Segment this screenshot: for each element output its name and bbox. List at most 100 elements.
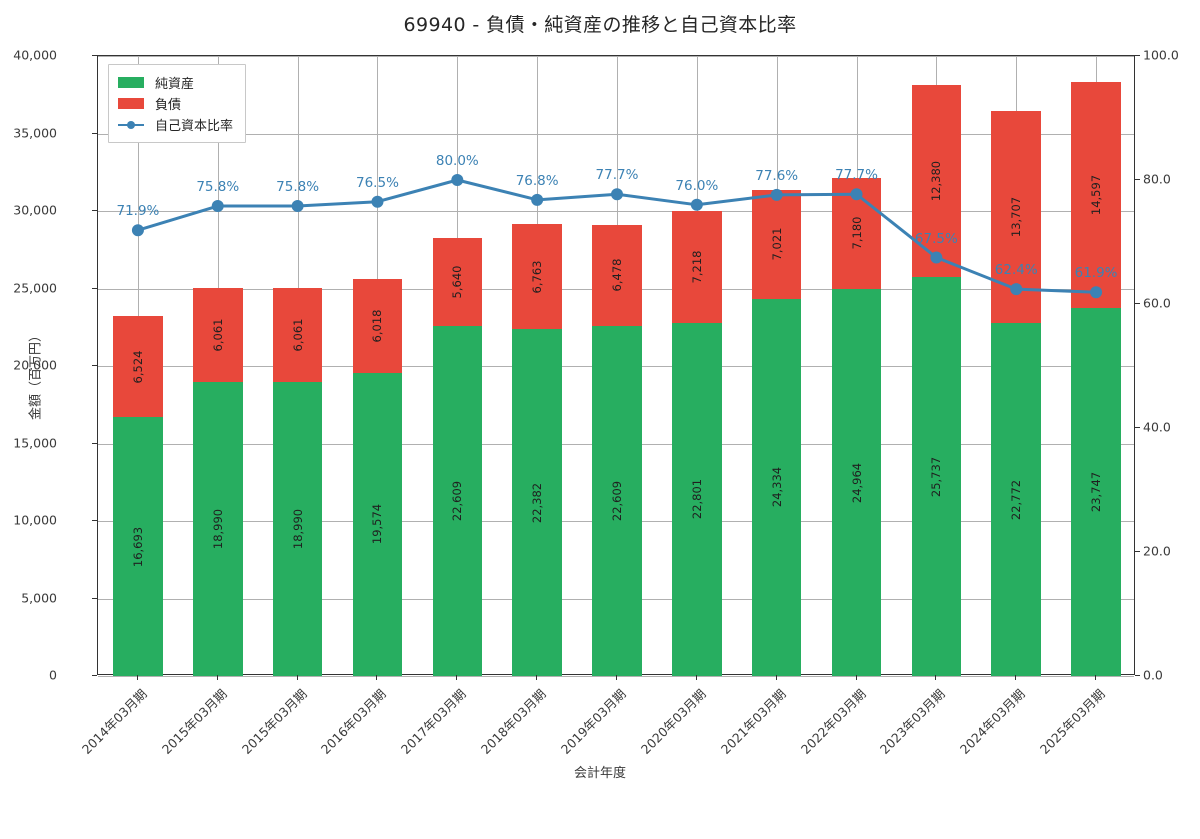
y-axis-right-tick <box>1135 427 1140 428</box>
ratio-value-label: 71.9% <box>116 203 160 220</box>
x-axis-tick <box>296 675 298 680</box>
y-axis-left-tick-label: 40,000 <box>13 47 57 63</box>
x-axis-tick <box>1095 675 1097 680</box>
bar-segment-liabilities[interactable]: 6,524 <box>113 316 163 418</box>
ratio-line-marker[interactable] <box>690 198 703 211</box>
gridline-horizontal <box>98 211 1134 212</box>
bar-segment-equity[interactable]: 18,990 <box>193 381 243 676</box>
ratio-line-marker[interactable] <box>930 251 943 264</box>
legend-swatch-liabilities-icon <box>118 98 144 109</box>
y-axis-right-tick <box>1135 675 1140 676</box>
ratio-line-marker[interactable] <box>1010 283 1023 296</box>
y-axis-left-tick <box>92 287 97 289</box>
x-axis-tick <box>695 675 697 680</box>
y-axis-right-tick-label: 40.0 <box>1143 419 1171 435</box>
x-axis-tick <box>216 675 218 680</box>
ratio-value-label: 61.9% <box>1074 265 1118 282</box>
y-axis-left-tick <box>92 132 97 134</box>
bar-segment-liabilities[interactable]: 6,061 <box>272 287 323 382</box>
legend-label-liabilities: 負債 <box>155 98 182 113</box>
legend-item-equity: 純資産 <box>118 72 233 93</box>
y-axis-left-tick-label: 5,000 <box>21 590 57 605</box>
ratio-value-label: 67.5% <box>914 230 958 247</box>
ratio-line-marker[interactable] <box>1090 286 1103 299</box>
ratio-value-label: 62.4% <box>994 262 1038 279</box>
ratio-value-label: 77.7% <box>595 167 639 184</box>
x-axis-tick <box>376 675 378 680</box>
y-axis-right-tick <box>1135 303 1140 304</box>
y-axis-left-tick <box>92 520 97 521</box>
y-axis-right-tick-label: 80.0 <box>1143 171 1171 187</box>
ratio-line-marker[interactable] <box>451 174 464 186</box>
bar-segment-liabilities[interactable]: 6,018 <box>352 279 403 373</box>
bar-segment-liabilities[interactable]: 14,597 <box>1071 81 1121 308</box>
legend-swatch-equity-icon <box>118 77 144 88</box>
y-axis-right-tick-label: 100.0 <box>1143 47 1179 63</box>
ratio-line-marker[interactable] <box>850 188 863 201</box>
ratio-line-marker[interactable] <box>611 188 623 201</box>
ratio-line-marker[interactable] <box>371 195 384 208</box>
y-axis-left-tick <box>92 210 97 211</box>
legend-item-equity-ratio: 自己資本比率 <box>118 114 233 135</box>
ratio-line-marker[interactable] <box>531 193 544 206</box>
x-axis-tick <box>616 675 617 680</box>
bar-segment-liabilities[interactable]: 7,218 <box>672 210 722 323</box>
x-axis-tick <box>536 675 538 680</box>
chart-legend: 純資産 負債 自己資本比率 <box>108 64 247 143</box>
bar-segment-liabilities[interactable]: 6,478 <box>592 225 642 326</box>
y-axis-left-tick-label: 20,000 <box>13 357 57 373</box>
bar-segment-equity[interactable]: 24,334 <box>751 298 802 676</box>
y-axis-left-tick-label: 25,000 <box>13 280 57 295</box>
bar-segment-liabilities[interactable]: 6,763 <box>512 224 562 330</box>
bar-segment-liabilities[interactable]: 5,640 <box>432 238 483 326</box>
gridline-horizontal <box>98 133 1134 135</box>
ratio-value-label: 80.0% <box>435 153 479 169</box>
bar-segment-equity[interactable]: 24,964 <box>831 289 882 676</box>
gridline-horizontal <box>98 56 1134 57</box>
ratio-value-label: 75.8% <box>276 179 320 196</box>
y-axis-left-tick-label: 0 <box>49 667 57 683</box>
bar-segment-equity[interactable]: 25,737 <box>911 277 962 676</box>
ratio-line-marker[interactable] <box>211 200 224 213</box>
y-axis-left-tick <box>92 55 97 56</box>
bar-segment-liabilities[interactable]: 6,061 <box>193 287 243 382</box>
ratio-value-label: 76.5% <box>356 174 399 191</box>
ratio-value-label: 75.8% <box>196 179 240 196</box>
bar-segment-liabilities[interactable]: 7,021 <box>751 189 802 299</box>
bar-segment-equity[interactable]: 22,609 <box>432 325 483 676</box>
y-axis-left-tick <box>92 442 97 444</box>
x-axis-label: 会計年度 <box>573 766 626 781</box>
x-axis-tick <box>456 675 458 680</box>
ratio-line-series <box>131 174 1103 299</box>
chart-canvas: 69940 - 負債・純資産の推移と自己資本比率 金額（百万円） 自己資本比率 … <box>13 14 1179 781</box>
y-axis-left-tick <box>92 675 97 676</box>
y-axis-right-tick-label: 20.0 <box>1143 543 1171 559</box>
bar-segment-equity[interactable]: 22,382 <box>512 329 562 676</box>
ratio-value-label: 76.0% <box>675 177 719 194</box>
bar-segment-equity[interactable]: 22,801 <box>672 322 722 676</box>
legend-label-equity-ratio: 自己資本比率 <box>155 119 234 134</box>
bar-segment-equity[interactable]: 22,609 <box>592 325 642 676</box>
ratio-line-marker[interactable] <box>131 224 144 237</box>
legend-label-equity: 純資産 <box>155 77 195 92</box>
y-axis-left-tick-label: 30,000 <box>13 202 57 218</box>
legend-item-liabilities: 負債 <box>118 93 233 114</box>
bar-segment-equity[interactable]: 16,693 <box>113 417 163 676</box>
ratio-line-marker[interactable] <box>291 200 304 213</box>
y-axis-left-tick <box>92 365 97 366</box>
y-axis-left-label: 金額（百万円） <box>28 329 44 421</box>
ratio-value-label: 76.8% <box>515 172 559 189</box>
y-axis-right-tick <box>1135 55 1140 56</box>
y-axis-right-tick-label: 0.0 <box>1143 667 1163 683</box>
bar-segment-equity[interactable]: 18,990 <box>272 381 323 676</box>
bar-segment-equity[interactable]: 19,574 <box>352 372 403 676</box>
y-axis-left-tick-label: 10,000 <box>13 512 57 528</box>
y-axis-left-tick-label: 15,000 <box>13 435 57 450</box>
ratio-line-marker[interactable] <box>770 188 783 201</box>
legend-line-equity-ratio-icon <box>118 119 144 130</box>
plot-area: 16,693 6,524 18,990 6,061 18,990 6,061 19,574 6… <box>97 55 1135 677</box>
bar-segment-equity[interactable]: 22,772 <box>991 323 1041 676</box>
x-axis-tick <box>935 675 937 680</box>
y-axis-right-tick <box>1135 179 1140 180</box>
bar-segment-equity[interactable]: 23,747 <box>1071 307 1121 676</box>
